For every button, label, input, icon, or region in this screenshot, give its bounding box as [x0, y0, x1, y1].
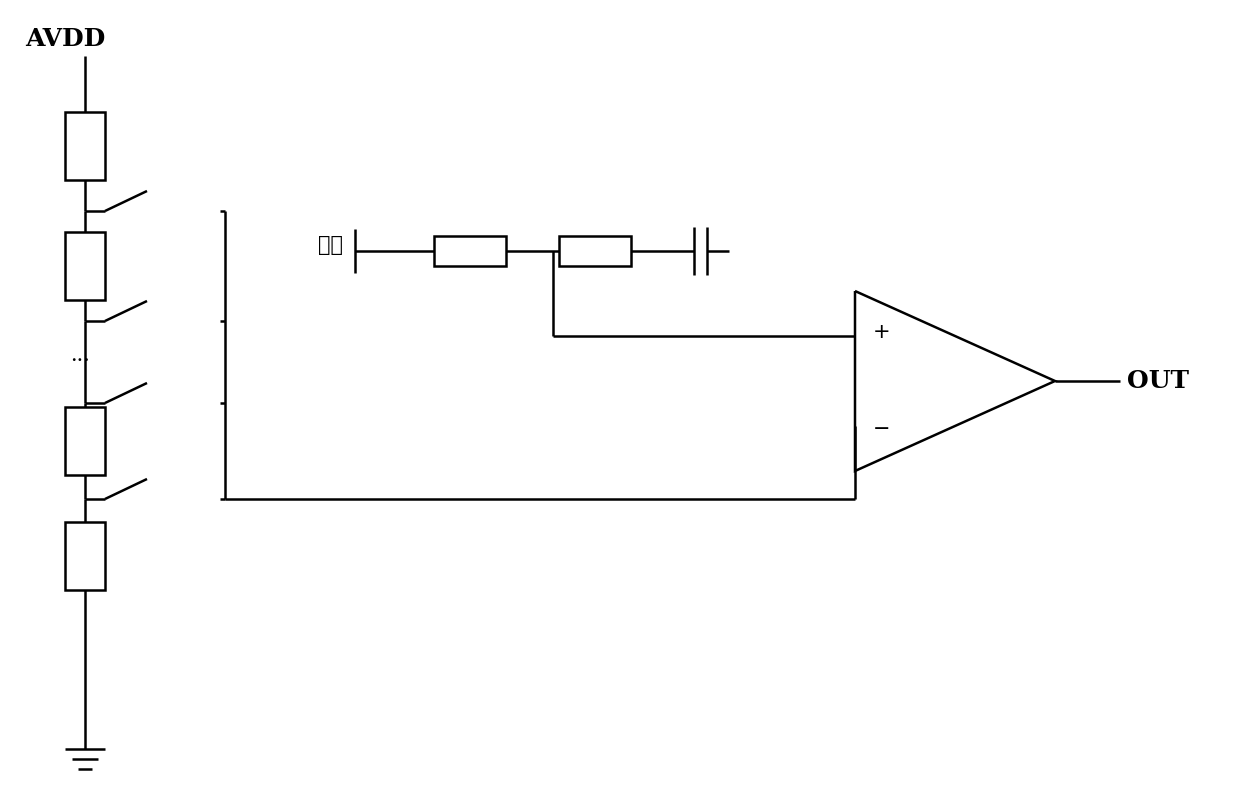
Text: ···: ··· — [71, 353, 91, 371]
Text: OUT: OUT — [1127, 369, 1189, 393]
Bar — [64, 522, 105, 590]
Text: 总线: 总线 — [317, 235, 343, 255]
Bar — [64, 112, 105, 180]
Bar — [434, 236, 506, 266]
Bar — [559, 236, 631, 266]
Bar — [64, 407, 105, 475]
Text: +: + — [873, 322, 890, 342]
Bar — [64, 232, 105, 300]
Text: −: − — [873, 419, 890, 439]
Text: AVDD: AVDD — [25, 27, 105, 51]
